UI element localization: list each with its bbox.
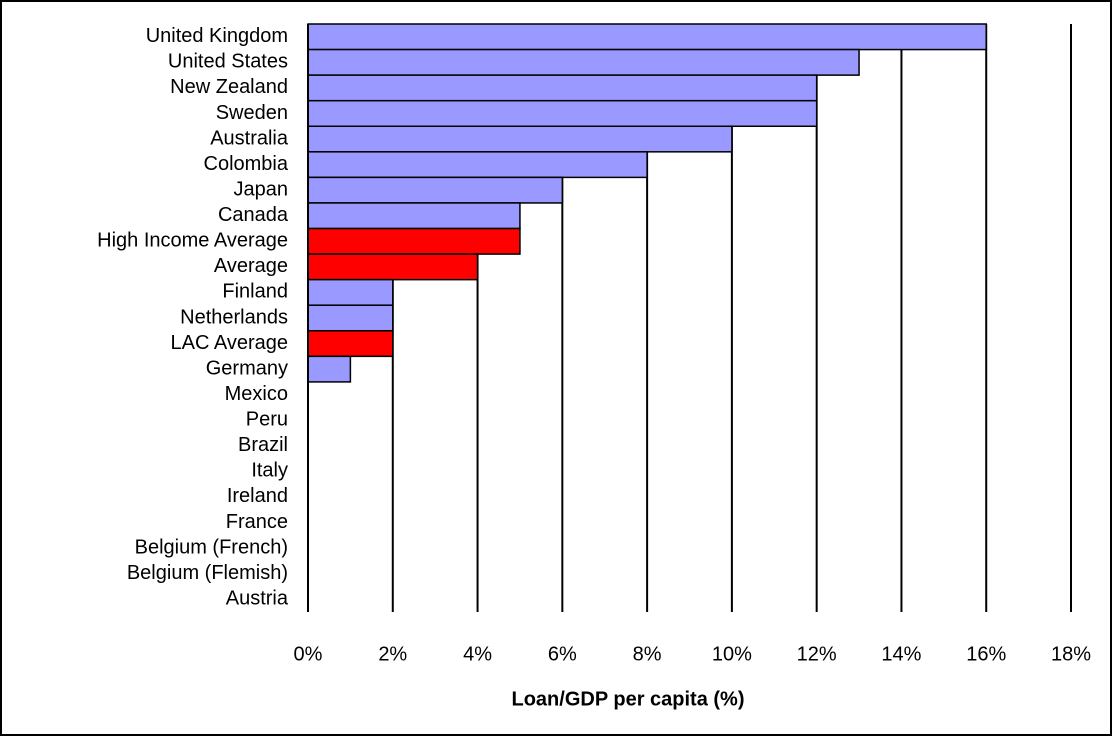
- x-tick-label: 12%: [797, 643, 837, 665]
- y-tick-label: Average: [214, 255, 288, 277]
- y-tick-label: Japan: [234, 178, 289, 200]
- y-tick-label: Belgium (French): [135, 536, 288, 558]
- bar: [307, 227, 521, 255]
- y-tick-label: France: [226, 511, 288, 533]
- x-tick-label: 0%: [294, 643, 323, 665]
- y-tick-label: Brazil: [238, 434, 288, 456]
- y-tick-label: Netherlands: [180, 306, 288, 328]
- y-tick-label: Belgium (Flemish): [127, 562, 288, 584]
- x-tick-label: 2%: [378, 643, 407, 665]
- x-axis-title: Loan/GDP per capita (%): [511, 688, 744, 710]
- bar: [307, 151, 648, 179]
- bar: [307, 74, 818, 102]
- x-tick-label: 6%: [548, 643, 577, 665]
- bar: [307, 23, 987, 51]
- x-tick-label: 16%: [966, 643, 1006, 665]
- x-tick-label: 10%: [712, 643, 752, 665]
- y-tick-label: Canada: [218, 204, 289, 226]
- bar: [307, 330, 394, 358]
- y-tick-label: Finland: [222, 281, 288, 303]
- y-tick-label: High Income Average: [97, 230, 288, 252]
- y-tick-label: Mexico: [225, 383, 288, 405]
- x-tick-label: 8%: [633, 643, 662, 665]
- y-tick-label: Germany: [206, 357, 288, 379]
- bar: [307, 125, 733, 153]
- bar: [307, 355, 352, 383]
- bar: [307, 99, 818, 128]
- y-tick-label: Ireland: [227, 485, 288, 507]
- bar: [307, 48, 860, 76]
- y-tick-label: Australia: [210, 127, 289, 149]
- x-tick-label: 14%: [881, 643, 921, 665]
- y-tick-label: Italy: [251, 460, 288, 482]
- y-tick-label: Austria: [226, 587, 289, 609]
- y-tick-label: New Zealand: [170, 76, 288, 98]
- y-tick-label: Sweden: [216, 102, 288, 124]
- y-tick-label: United States: [168, 51, 288, 73]
- bar: [307, 253, 479, 281]
- y-tick-label: Peru: [246, 409, 288, 431]
- y-tick-label: Colombia: [204, 153, 289, 175]
- bar: [307, 278, 394, 306]
- x-tick-label: 4%: [463, 643, 492, 665]
- y-tick-label: United Kingdom: [146, 25, 288, 47]
- bar: [307, 304, 394, 332]
- bar: [307, 202, 521, 230]
- bar: [307, 176, 564, 204]
- y-tick-label: LAC Average: [171, 332, 289, 354]
- x-tick-label: 18%: [1051, 643, 1091, 665]
